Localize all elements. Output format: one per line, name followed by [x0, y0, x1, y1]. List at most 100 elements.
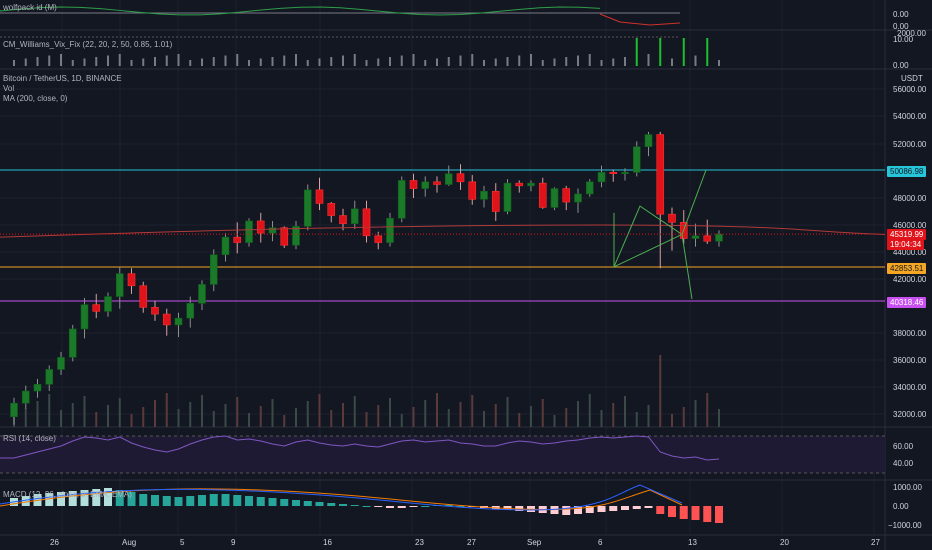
ma-title[interactable]: MA (200, close, 0): [3, 94, 68, 103]
candle-body: [527, 182, 535, 187]
vix-bar: [60, 54, 62, 66]
macd-histogram-bar: [574, 506, 582, 514]
vix-bar: [389, 57, 391, 66]
vix-bar: [588, 54, 591, 66]
volume-bar: [659, 355, 662, 427]
macd-histogram-bar: [174, 497, 183, 506]
macd-histogram-bar: [715, 506, 723, 523]
candle-body: [515, 182, 524, 187]
volume-bar: [682, 407, 685, 427]
currency-label[interactable]: USDT: [901, 74, 923, 83]
candle-body: [480, 190, 488, 200]
macd-histogram-bar: [327, 503, 336, 506]
orange-level-badge[interactable]: 42853.51: [887, 263, 927, 274]
price-tick: 34000.00: [893, 383, 927, 392]
macd-title[interactable]: MACD (12, 26, close, 9, EMA, EMA): [3, 490, 132, 499]
volume-bar: [577, 401, 579, 427]
price-tick: 36000.00: [893, 356, 927, 365]
volume-bar: [588, 394, 591, 427]
macd-histogram-bar: [80, 490, 89, 506]
rsi-line: [0, 435, 720, 461]
rsi-title[interactable]: RSI (14, close): [3, 434, 56, 443]
vix-bar: [353, 54, 356, 66]
macd-histogram-bar: [597, 506, 606, 512]
macd-histogram-bar: [92, 489, 101, 506]
macd-histogram-bar: [515, 506, 524, 511]
volume-bar: [318, 394, 321, 427]
vix-bar: [565, 57, 568, 66]
current-price-badge[interactable]: 45319.99: [887, 229, 927, 240]
candle-body: [104, 296, 112, 312]
cyan-level-badge[interactable]: 50086.98: [887, 166, 927, 177]
volume-bar: [635, 412, 638, 427]
vix-bar: [635, 38, 638, 66]
candle-body: [45, 369, 54, 385]
macd-histogram-bar: [562, 506, 571, 515]
vix-bar: [224, 55, 227, 66]
vix-bar: [248, 60, 250, 66]
candle-body: [57, 356, 65, 370]
symbol-title[interactable]: Bitcoin / TetherUS, 1D, BINANCE: [3, 74, 122, 83]
price-tick: 56000.00: [893, 85, 927, 94]
volume-bar: [71, 403, 74, 427]
volume-bar: [483, 411, 485, 427]
candle-body: [92, 304, 101, 312]
candle-body: [421, 181, 430, 189]
volume-bar: [600, 410, 603, 427]
vix-fix-title[interactable]: CM_Williams_Vix_Fix (22, 20, 2, 50, 0.85…: [3, 40, 173, 49]
price-tick: 46000.00: [893, 221, 927, 230]
vix-bar: [682, 38, 685, 66]
vix-bar: [295, 54, 297, 66]
volume-bar: [353, 396, 356, 427]
price-tick: 42000.00: [893, 275, 927, 284]
candle-body: [386, 217, 394, 243]
macd-histogram-bar: [456, 506, 465, 507]
volume-bar: [271, 399, 274, 427]
candle-body: [127, 273, 136, 287]
candle-body: [350, 208, 359, 224]
volume-bar: [436, 393, 438, 427]
vix-bar: [577, 55, 579, 66]
vix-bar: [436, 58, 438, 66]
volume-bar: [612, 403, 615, 427]
volume-title[interactable]: Vol: [3, 84, 15, 93]
vix-bar: [459, 55, 462, 66]
macd-histogram-bar: [303, 501, 312, 506]
macd-histogram-bar: [315, 502, 324, 506]
volume-bar: [212, 411, 215, 427]
macd-histogram-bar: [656, 506, 665, 514]
candle-body: [644, 134, 653, 148]
volume-bar: [706, 393, 709, 427]
candle-body: [609, 172, 618, 175]
vix-tick: 2000.00: [897, 29, 926, 38]
candle-body: [80, 304, 89, 330]
candle-body: [362, 208, 371, 237]
volume-bar: [553, 415, 556, 427]
volume-bar: [389, 398, 391, 427]
macd-histogram-bar: [221, 494, 230, 506]
wolfpack-title[interactable]: wolfpack id (M): [3, 3, 57, 12]
volume-bar: [306, 401, 309, 427]
macd-tick: 0.00: [893, 502, 909, 511]
macd-histogram-bar: [127, 492, 136, 506]
volume-bar: [154, 400, 156, 427]
vix-bar: [706, 38, 709, 66]
ma200-line: [0, 224, 886, 238]
volume-bar: [506, 397, 509, 427]
volume-bar: [283, 415, 286, 427]
candle-body: [456, 173, 465, 183]
wolfpack-green-line: [0, 6, 601, 16]
purple-level-badge[interactable]: 40318.46: [887, 297, 927, 308]
macd-histogram-bar: [421, 506, 430, 507]
volume-bar: [624, 396, 626, 427]
wolf-tick: 0.00: [893, 22, 909, 31]
macd-histogram-bar: [397, 506, 406, 508]
volume-bar: [671, 414, 673, 427]
macd-signal-line: [0, 488, 683, 511]
price-tick: 54000.00: [893, 112, 927, 121]
vix-bar: [365, 60, 368, 66]
date-tick: 20: [780, 538, 789, 547]
vix-bar: [506, 57, 509, 66]
macd-histogram-bar: [503, 506, 512, 510]
